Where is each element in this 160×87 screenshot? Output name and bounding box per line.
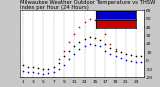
Point: [88, 18, 91, 19]
Point: [32, 72, 34, 73]
Point: [68, 58, 70, 60]
Point: [109, 53, 112, 55]
Point: [104, 43, 107, 45]
Point: [109, 47, 112, 49]
Point: [73, 53, 76, 55]
Point: [37, 68, 39, 69]
Point: [73, 45, 76, 46]
Point: [83, 38, 86, 40]
Text: Milwaukee Weather Outdoor Temperature vs THSW Index per Hour (24 Hours): Milwaukee Weather Outdoor Temperature vs…: [20, 0, 155, 10]
Point: [37, 73, 39, 74]
Point: [83, 21, 86, 23]
Point: [114, 56, 117, 57]
Point: [99, 46, 101, 47]
Point: [63, 64, 65, 66]
Point: [78, 26, 81, 28]
Point: [57, 62, 60, 64]
Point: [140, 56, 143, 57]
Point: [130, 54, 132, 56]
Point: [26, 66, 29, 67]
Point: [88, 43, 91, 45]
Point: [78, 48, 81, 50]
Point: [140, 62, 143, 63]
Point: [21, 70, 24, 71]
Point: [99, 39, 101, 40]
Point: [57, 68, 60, 70]
Point: [26, 71, 29, 72]
Point: [32, 67, 34, 68]
Point: [68, 50, 70, 51]
Point: [94, 37, 96, 39]
Point: [68, 42, 70, 43]
Point: [73, 33, 76, 35]
Point: [47, 68, 50, 70]
Point: [99, 25, 101, 26]
Point: [57, 58, 60, 60]
Point: [94, 44, 96, 46]
Point: [120, 52, 122, 53]
Point: [104, 50, 107, 51]
Point: [52, 71, 55, 72]
Point: [52, 67, 55, 68]
Point: [47, 73, 50, 74]
Point: [130, 60, 132, 61]
Point: [109, 43, 112, 45]
Point: [88, 37, 91, 38]
Point: [63, 56, 65, 57]
Point: [125, 59, 127, 61]
Point: [42, 73, 44, 75]
Point: [104, 33, 107, 35]
Point: [125, 53, 127, 55]
Point: [21, 64, 24, 66]
Point: [114, 50, 117, 51]
Point: [135, 55, 138, 56]
Point: [120, 58, 122, 59]
Point: [83, 45, 86, 46]
Point: [63, 50, 65, 51]
Point: [114, 48, 117, 50]
Point: [78, 42, 81, 43]
Point: [42, 68, 44, 70]
Point: [94, 20, 96, 21]
Point: [135, 61, 138, 62]
